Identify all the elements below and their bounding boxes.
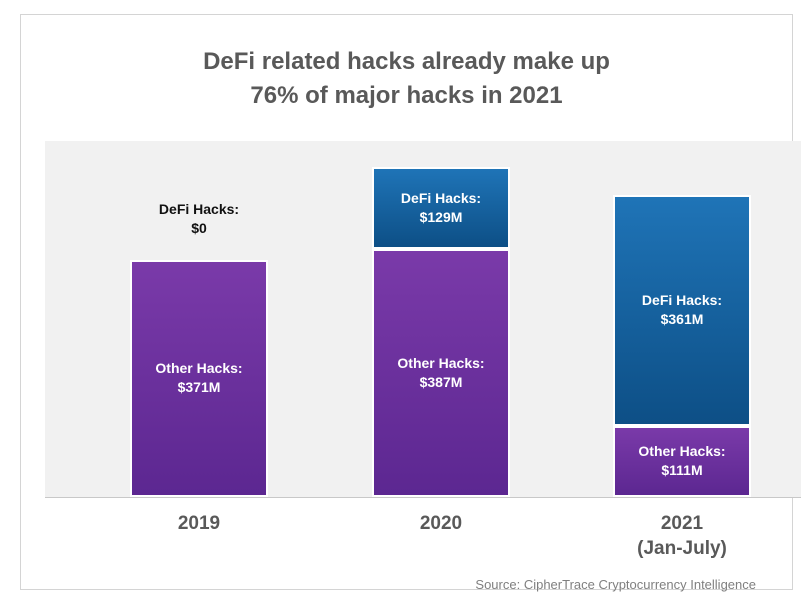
plot-area: Other Hacks: $371M DeFi Hacks: $0 Other Hack… <box>45 141 801 498</box>
x-tick-2021: 2021 (Jan-July) <box>612 511 752 561</box>
chart-title: DeFi related hacks already make up 76% o… <box>21 45 792 113</box>
chart-title-line-2: 76% of major hacks in 2021 <box>250 82 563 109</box>
bar-other-2020-value: $387M <box>419 374 463 391</box>
x-tick-sublabel-2021: (Jan-July) <box>637 538 727 559</box>
x-tick-label-2021: 2021 <box>660 513 704 534</box>
x-tick-2019: 2019 <box>129 511 269 536</box>
bar-other-2020-label: Other Hacks: <box>397 355 485 372</box>
bar-other-2019-label: Other Hacks: <box>155 360 243 377</box>
source-note: Source: CipherTrace Cryptocurrency Intel… <box>475 577 756 592</box>
bar-defi-2019-value: $0 <box>191 219 207 236</box>
bar-other-2020: Other Hacks: $387M <box>372 249 510 497</box>
bar-other-2019: Other Hacks: $371M <box>130 259 268 497</box>
bar-other-2019-value: $371M <box>177 379 221 396</box>
bar-defi-2019-zero-label: DeFi Hacks: $0 <box>139 200 259 238</box>
bar-defi-2021: DeFi Hacks: $361M <box>613 194 751 426</box>
bar-defi-2020-value: $129M <box>419 209 463 226</box>
bar-defi-2021-value: $361M <box>660 311 704 328</box>
x-tick-label-2020: 2020 <box>419 513 463 534</box>
bar-other-2021-value: $111M <box>661 462 703 479</box>
bar-defi-2021-label: DeFi Hacks: <box>641 292 723 309</box>
bar-defi-2019-label: DeFi Hacks: <box>158 200 240 217</box>
bar-defi-2020-label: DeFi Hacks: <box>400 190 482 207</box>
bar-defi-2020: DeFi Hacks: $129M <box>372 166 510 250</box>
x-tick-2020: 2020 <box>371 511 511 536</box>
bar-other-2021: Other Hacks: $111M <box>613 425 751 497</box>
x-tick-label-2019: 2019 <box>177 513 221 534</box>
bar-other-2021-label: Other Hacks: <box>638 443 726 460</box>
chart-title-line-1: DeFi related hacks already make up <box>203 48 610 75</box>
chart-frame: DeFi related hacks already make up 76% o… <box>20 14 801 592</box>
